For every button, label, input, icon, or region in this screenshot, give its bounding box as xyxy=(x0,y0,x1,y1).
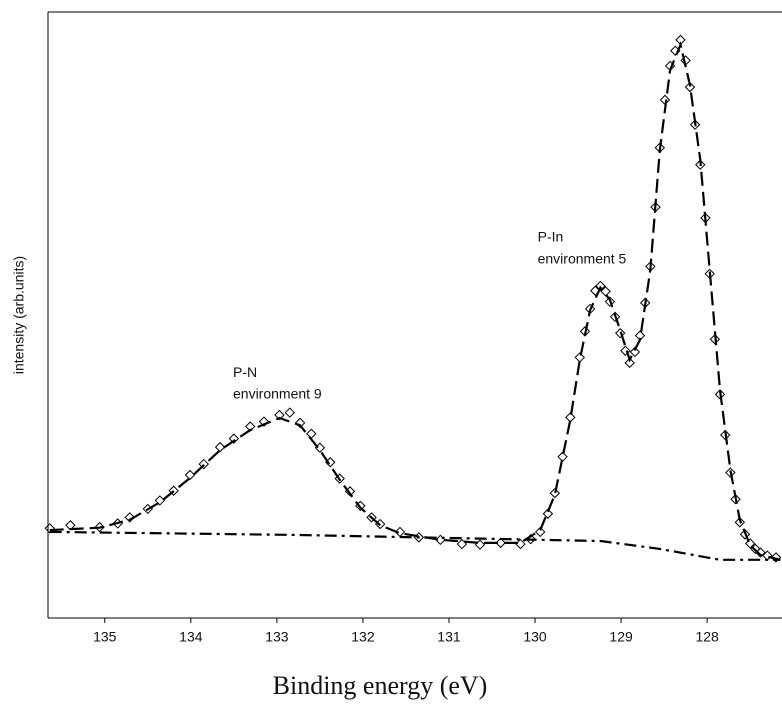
data-point xyxy=(184,469,196,481)
data-point xyxy=(770,552,782,563)
x-tick-label: 130 xyxy=(523,629,547,645)
data-point xyxy=(542,508,554,519)
x-tick-label: 131 xyxy=(437,629,461,645)
data-point xyxy=(739,529,751,540)
x-tick-label: 133 xyxy=(265,629,289,645)
data-point xyxy=(609,311,621,323)
data-point xyxy=(684,81,696,93)
x-tick-label: 135 xyxy=(93,629,117,645)
data-point xyxy=(725,467,736,478)
data-point xyxy=(214,441,226,453)
data-point xyxy=(124,512,135,523)
data-point xyxy=(689,119,701,130)
data-point xyxy=(590,285,601,296)
data-point xyxy=(709,334,721,345)
data-point xyxy=(366,512,377,523)
data-point xyxy=(629,346,641,358)
data-point xyxy=(198,458,209,470)
data-point xyxy=(274,409,285,421)
data-point xyxy=(695,159,706,170)
annotation: P-N xyxy=(233,364,257,380)
x-tick-label: 132 xyxy=(351,629,375,645)
annotation: environment 5 xyxy=(538,251,627,267)
data-point xyxy=(720,429,731,441)
annotation: environment 9 xyxy=(233,386,322,402)
data-point xyxy=(534,526,546,538)
x-tick-label: 134 xyxy=(179,629,203,645)
data-point xyxy=(744,538,756,549)
data-point xyxy=(168,485,179,496)
data-point xyxy=(615,327,626,339)
fit-curve xyxy=(49,41,781,561)
data-point xyxy=(730,494,741,505)
data-point xyxy=(604,296,616,307)
data-point xyxy=(94,521,105,533)
data-point xyxy=(595,280,606,292)
y-axis-label: intensity (arb.units) xyxy=(11,256,27,374)
plot-frame xyxy=(47,11,782,619)
data-point xyxy=(294,417,306,429)
data-point xyxy=(734,517,746,528)
data-point xyxy=(495,537,506,549)
x-tick-label: 128 xyxy=(695,629,719,645)
data-point xyxy=(258,416,270,427)
background-curve xyxy=(49,530,781,561)
data-point xyxy=(620,345,631,356)
data-point xyxy=(549,487,561,499)
data-point xyxy=(284,407,296,418)
annotation: P-In xyxy=(538,229,564,245)
x-tick-label: 129 xyxy=(609,629,633,645)
data-point xyxy=(228,433,240,444)
x-axis-label: Binding energy (eV) xyxy=(273,671,488,700)
data-point xyxy=(624,357,635,369)
